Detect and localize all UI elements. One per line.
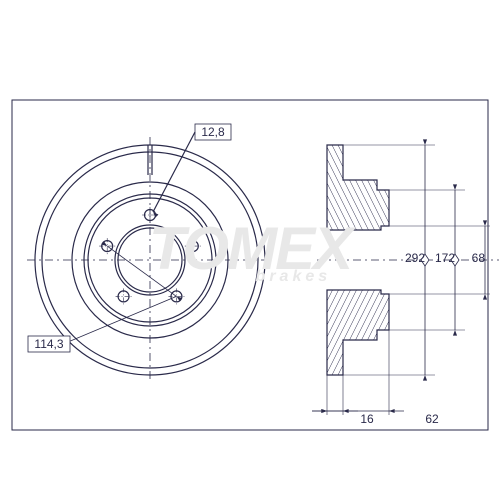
svg-text:114,3: 114,3: [34, 337, 63, 351]
svg-text:16: 16: [360, 412, 374, 426]
svg-text:62: 62: [425, 412, 439, 426]
svg-text:172: 172: [435, 251, 455, 265]
technical-drawing: 12,8 114,3 292 172 68 16 62: [0, 0, 500, 500]
svg-text:292: 292: [405, 251, 425, 265]
svg-text:68: 68: [472, 251, 486, 265]
svg-text:12,8: 12,8: [201, 125, 225, 139]
